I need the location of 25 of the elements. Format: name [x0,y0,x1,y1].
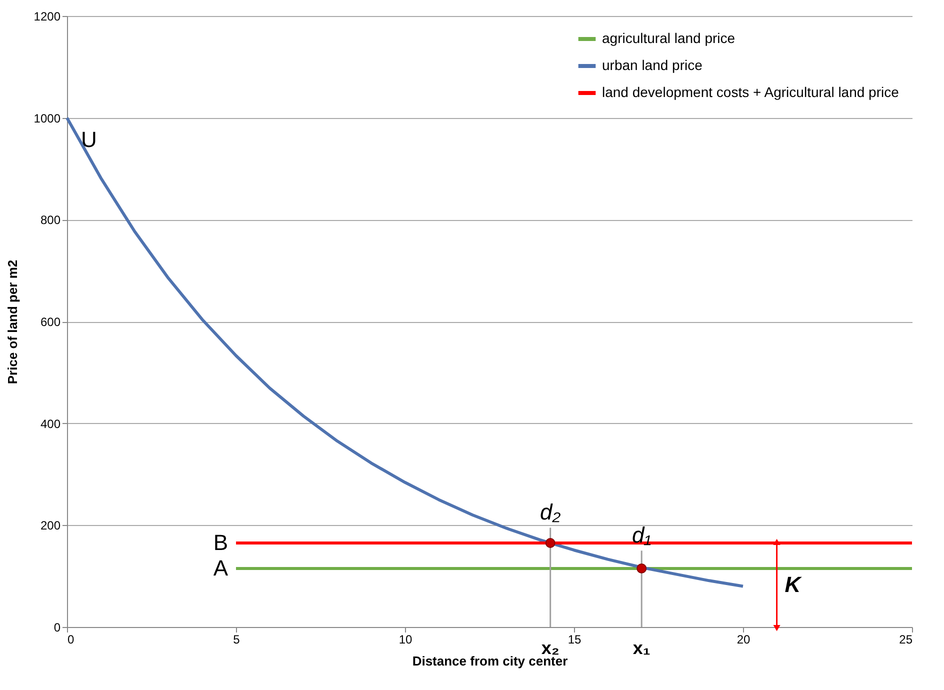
line-series [66,116,744,588]
legend-label: agricultural land price [602,30,736,46]
legend-label: land development costs + Agricultural land price [602,84,900,100]
legend-label: urban land price [602,57,703,73]
x-tick-label: 10 [398,632,412,646]
x-tick-label: 25 [899,632,913,646]
y-tick-label: 1200 [34,10,61,24]
annotation: d₂ [540,500,562,525]
x-tick-label: 20 [736,632,750,646]
y-tick-label: 800 [40,213,61,228]
y-tick-label: 0 [54,620,61,634]
ref-line-label: x₁ [632,638,650,658]
x-tick-label: 15 [568,632,582,646]
x-tick-label: 0 [68,632,74,646]
annotation: A [213,555,228,580]
y-tick-label: 200 [40,518,61,533]
annotation: B [213,530,228,555]
x-tick-label: 5 [233,632,240,646]
y-axis-title: Price of land per m2 [4,260,20,384]
y-tick-label: 1000 [34,111,61,126]
y-tick-label: 600 [40,315,61,329]
annotation: U [81,126,97,152]
annotation: K [784,572,803,597]
annotation: d₁ [632,522,652,548]
y-tick-label: 400 [40,416,61,431]
